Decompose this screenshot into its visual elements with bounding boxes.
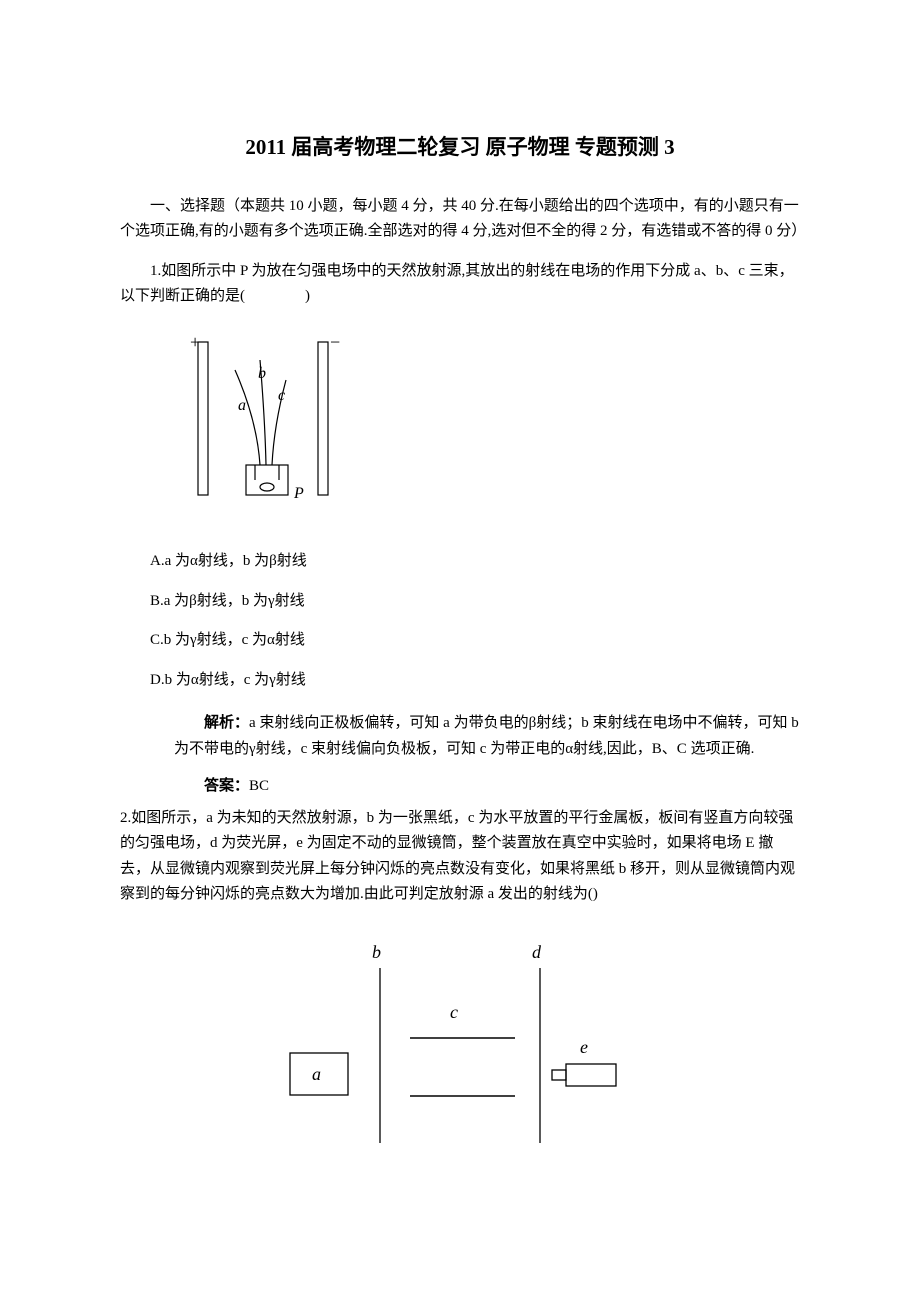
figure-2-scope-tube [552, 1070, 566, 1080]
beam-a [235, 370, 260, 465]
option-a: A.a 为α射线，b 为β射线 [120, 549, 800, 575]
explanation-label: 解析： [204, 715, 249, 731]
option-d: D.b 为α射线，c 为γ射线 [120, 668, 800, 694]
figure-1-container: + − a b c P [180, 330, 800, 520]
figure-1-svg: + − a b c P [180, 330, 340, 510]
figure-2-label-e: e [580, 1037, 588, 1057]
figure-1-label-b: b [258, 365, 266, 382]
question-1-explanation: 解析：a 束射线向正极板偏转，可知 a 为带负电的β射线；b 束射线在电场中不偏… [120, 711, 800, 762]
figure-2-svg: a b c d e [270, 928, 650, 1158]
figure-2-label-c: c [450, 1002, 458, 1022]
figure-2-label-d: d [532, 942, 542, 962]
figure-2-container: a b c d e [120, 928, 800, 1168]
option-c: C.b 为γ射线，c 为α射线 [120, 628, 800, 654]
question-1-answer: 答案：BC [120, 774, 800, 800]
option-b: B.a 为β射线，b 为γ射线 [120, 589, 800, 615]
figure-2-scope-body [566, 1064, 616, 1086]
explanation-text: a 束射线向正极板偏转，可知 a 为带负电的β射线；b 束射线在电场中不偏转，可… [174, 715, 799, 757]
figure-1-label-a: a [238, 397, 246, 414]
right-plate [318, 342, 328, 495]
left-plate [198, 342, 208, 495]
source-ellipse [260, 483, 274, 491]
figure-2-label-b: b [372, 942, 381, 962]
right-plate-sign: − [330, 332, 340, 352]
document-title: 2011 届高考物理二轮复习 原子物理 专题预测 3 [120, 130, 800, 166]
figure-1-label-P: P [293, 485, 304, 502]
answer-text: BC [249, 778, 269, 794]
question-1-text: 1.如图所示中 P 为放在匀强电场中的天然放射源,其放出的射线在电场的作用下分成… [120, 259, 800, 310]
answer-label: 答案： [204, 778, 249, 794]
figure-2-label-a: a [312, 1064, 321, 1084]
question-1-options: A.a 为α射线，b 为β射线 B.a 为β射线，b 为γ射线 C.b 为γ射线… [120, 549, 800, 693]
question-2-text: 2.如图所示，a 为未知的天然放射源，b 为一张黑纸，c 为水平放置的平行金属板… [120, 806, 800, 908]
figure-1-label-c: c [278, 387, 285, 404]
section-intro: 一、选择题（本题共 10 小题，每小题 4 分，共 40 分.在每小题给出的四个… [120, 194, 800, 245]
